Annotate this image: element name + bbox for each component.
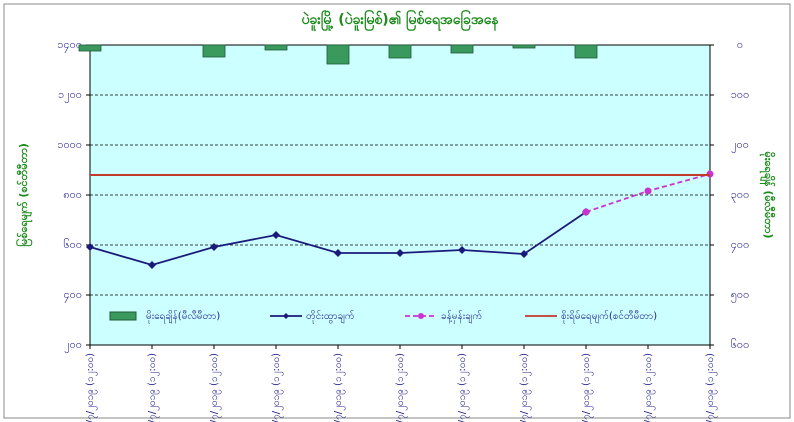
y2-tick-label: ၆၀၀ <box>731 338 750 351</box>
x-tick-label: ၂၉/၇/၂၀၁၉ (၁၂:၀၀) <box>581 353 594 422</box>
legend-label: ခန့်မှန်းချက် <box>441 309 482 324</box>
marker <box>210 243 218 251</box>
legend-label: စိုးရိမ်ရေမျက်(စင်တီမီတာ) <box>561 309 657 324</box>
bar <box>326 44 350 65</box>
chart-title: ပဲခူးမြို့ (ပဲခူးမြစ်)၏ မြစ်ရေအခြေအနေ <box>301 10 499 31</box>
y2-axis-label: မိုးရေချိန် (မီလီမီတာ) <box>759 152 776 239</box>
y2-tick-label: ၃၀၀ <box>731 188 750 203</box>
x-tick-label: ၂၇/၇/၂၀၁၉ (၁၂:၀၀) <box>457 353 470 422</box>
x-tick-label: ၂၂/၇/၂၀၁၉ (၁၂:၀၀) <box>147 353 160 422</box>
marker <box>86 243 94 251</box>
x-tick-label: ၂၆/၇/၂၀၁၉ (၁၂:၀၀) <box>393 353 408 422</box>
marker <box>334 249 342 257</box>
y-axis-label: မြစ်ရေမျက် (စင်တီမီတာ) <box>15 143 33 247</box>
bar <box>574 44 598 59</box>
marker <box>148 261 156 269</box>
bar <box>264 44 288 51</box>
y-tick-label: ၁၀၀၀ <box>57 138 82 151</box>
x-tick-label: ၂၄/၇/၂၀၁၉ (၁၂:၀၀) <box>271 353 284 422</box>
marker <box>582 208 590 216</box>
y2-tick-label: ၁၀၀ <box>731 88 750 101</box>
legend-label: တိုင်းထွာချက် <box>306 309 355 324</box>
marker <box>272 231 280 239</box>
marker <box>520 250 528 258</box>
bar <box>388 44 412 59</box>
y-tick-label: ၂၀၀ <box>64 338 82 353</box>
y-tick-label: ၄၀၀ <box>63 288 82 303</box>
legend-swatch <box>109 311 137 321</box>
bar <box>450 44 474 54</box>
bar <box>512 44 536 49</box>
x-tick-label: ၃၁/၇/၂၀၁၉ (၁၂:၀၀) <box>705 353 718 422</box>
y-tick-label: ၈၀၀ <box>63 188 82 201</box>
x-tick-label: ၂၅/၇/၂၀၁၉ (၁၂:၀၀) <box>333 353 346 422</box>
bar <box>202 44 226 58</box>
bar <box>78 44 102 52</box>
x-tick-label: ၂၁/၇/၂၀၁၉ (၁၂:၀၀) <box>85 353 98 422</box>
y2-tick-label: ၀ <box>737 38 743 51</box>
y2-tick-label: ၅၀၀ <box>731 288 750 303</box>
y-tick-label: ၁၂၀၀ <box>58 88 82 103</box>
legend-marker <box>283 313 289 319</box>
y2-tick-label: ၂၀၀ <box>731 138 749 153</box>
marker <box>396 249 404 257</box>
y-tick-label: ၆၀၀ <box>63 238 82 251</box>
legend-marker <box>418 313 424 319</box>
marker <box>644 187 652 195</box>
y2-tick-label: ၄၀၀ <box>731 238 750 253</box>
marker <box>458 246 466 254</box>
legend-label: မိုးရေချိန်(မီလီမီတာ) <box>146 309 220 324</box>
x-tick-label: ၂၃/၇/၂၀၁၉ (၁၂:၀၀) <box>209 353 222 422</box>
x-tick-label: ၂၈/၇/၂၀၁၉ (၁၂:၀၀) <box>519 353 532 422</box>
x-tick-label: ၃၀/၇/၂၀၁၉ (၁၂:၀၀) <box>643 353 656 422</box>
y-tick-label: ၁၄၀၀ <box>57 38 82 53</box>
